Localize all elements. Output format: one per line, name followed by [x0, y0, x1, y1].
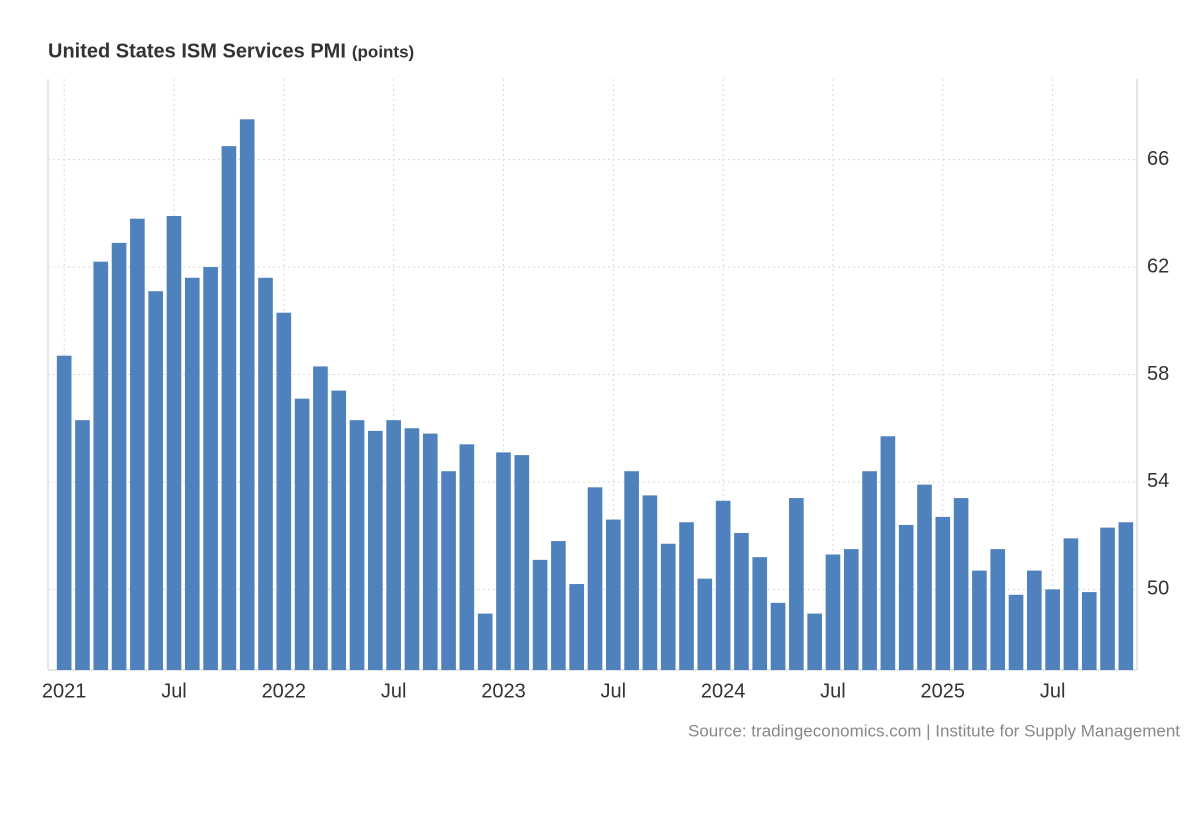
x-tick-label: Jul — [161, 680, 187, 702]
bar — [459, 444, 475, 670]
bar — [294, 398, 310, 670]
bar — [880, 436, 896, 670]
bar — [679, 522, 694, 670]
bar — [258, 277, 273, 670]
bar — [130, 218, 145, 670]
bar — [203, 267, 218, 670]
bar — [166, 216, 182, 670]
bar — [404, 428, 420, 670]
bar — [93, 261, 109, 670]
bar — [514, 455, 530, 670]
bar — [1081, 592, 1097, 670]
bar — [990, 549, 1006, 670]
bar — [770, 602, 786, 670]
bar — [734, 532, 749, 670]
bar — [386, 420, 401, 670]
x-tick-label: 2022 — [262, 680, 307, 702]
bar — [148, 291, 163, 670]
y-tick-label: 62 — [1147, 255, 1169, 277]
bar — [331, 390, 347, 670]
bar — [422, 433, 438, 670]
bar — [184, 277, 200, 670]
chart-title: United States ISM Services PMI — [48, 40, 346, 62]
bar — [752, 557, 768, 670]
y-tick-label: 58 — [1147, 363, 1169, 385]
bar — [972, 570, 987, 670]
bar — [935, 516, 951, 670]
x-tick-label: Jul — [381, 680, 407, 702]
bar — [1063, 538, 1079, 670]
x-tick-label: 2025 — [921, 680, 966, 702]
bar — [349, 420, 365, 670]
bar — [605, 519, 621, 670]
bar — [569, 584, 585, 670]
bar — [551, 541, 566, 670]
bar — [111, 242, 127, 671]
bar — [697, 578, 713, 670]
y-tick-label: 66 — [1147, 148, 1169, 170]
x-tick-label: Jul — [1040, 680, 1066, 702]
bar — [1045, 589, 1060, 670]
bar — [532, 559, 548, 670]
bar — [239, 119, 255, 670]
bar — [1027, 570, 1042, 670]
x-tick-label: Jul — [601, 680, 627, 702]
x-tick-label: 2024 — [701, 680, 746, 702]
x-tick-label: 2023 — [481, 680, 526, 702]
bar — [953, 498, 969, 670]
bar — [368, 430, 383, 670]
bar — [276, 312, 292, 670]
source: Source: tradingeconomics.com | Institute… — [688, 721, 1180, 740]
bar — [1100, 527, 1115, 670]
bar — [1008, 594, 1024, 670]
bar — [660, 543, 676, 670]
bar — [715, 500, 731, 670]
bar — [789, 498, 804, 670]
x-tick-label: 2021 — [42, 680, 87, 702]
chart-unit: (points) — [352, 42, 414, 61]
bar — [441, 471, 456, 670]
bar — [917, 484, 932, 670]
y-tick-label: 54 — [1147, 470, 1169, 492]
x-tick-label: Jul — [820, 680, 846, 702]
bar — [56, 355, 72, 670]
bar — [843, 549, 859, 670]
bar — [825, 554, 841, 670]
bar — [477, 613, 493, 670]
bar — [1118, 522, 1134, 670]
bar — [807, 613, 822, 670]
bar — [624, 471, 639, 670]
bar — [642, 495, 658, 670]
bar — [587, 487, 603, 670]
bar — [862, 471, 877, 670]
bar — [496, 452, 511, 670]
bar — [75, 420, 90, 670]
y-tick-label: 50 — [1147, 578, 1169, 600]
bar — [898, 524, 914, 670]
bar — [313, 366, 328, 670]
bar — [221, 146, 237, 671]
